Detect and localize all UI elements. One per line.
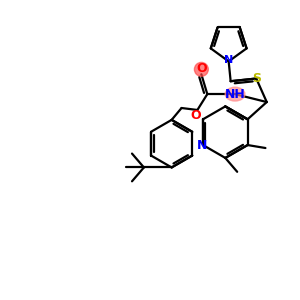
Text: S: S xyxy=(252,72,261,85)
Text: O: O xyxy=(196,62,207,75)
Ellipse shape xyxy=(194,62,208,76)
Ellipse shape xyxy=(225,87,245,101)
Text: N: N xyxy=(197,139,207,152)
Text: NH: NH xyxy=(225,88,245,100)
Text: O: O xyxy=(190,110,201,122)
Text: N: N xyxy=(224,56,233,65)
